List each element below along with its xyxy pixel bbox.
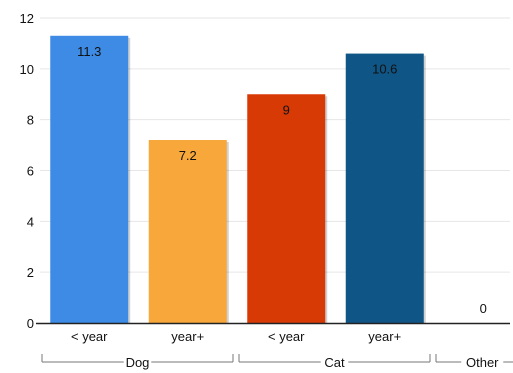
category-labels: < year year+ < year year+ — [71, 329, 401, 344]
bar — [148, 140, 227, 323]
group-labels: Dog Cat Other — [41, 354, 513, 370]
data-label: 9 — [283, 102, 290, 117]
data-label: 11.3 — [77, 44, 101, 59]
y-tick-label: 4 — [27, 214, 34, 229]
group-label: Cat — [324, 355, 345, 370]
group-label: Dog — [126, 355, 150, 370]
y-axis-ticks: 0 2 4 6 8 10 12 — [20, 11, 34, 331]
y-tick-label: 8 — [27, 113, 34, 128]
y-tick-label: 6 — [27, 164, 34, 179]
category-label: < year — [71, 329, 108, 344]
category-label: year+ — [171, 329, 204, 344]
bar — [247, 94, 326, 323]
bars: 11.3 7.2 9 10.6 0 — [50, 35, 487, 325]
group-label: Other — [466, 355, 499, 370]
bar — [50, 35, 129, 324]
category-label: < year — [268, 329, 305, 344]
y-tick-label: 10 — [20, 62, 34, 77]
category-label: year+ — [368, 329, 401, 344]
bar — [345, 53, 424, 323]
y-tick-label: 12 — [20, 11, 34, 26]
data-label: 7.2 — [179, 148, 197, 163]
y-tick-label: 2 — [27, 265, 34, 280]
data-label: 0 — [480, 301, 487, 316]
data-label: 10.6 — [372, 62, 397, 77]
y-tick-label: 0 — [27, 316, 34, 331]
